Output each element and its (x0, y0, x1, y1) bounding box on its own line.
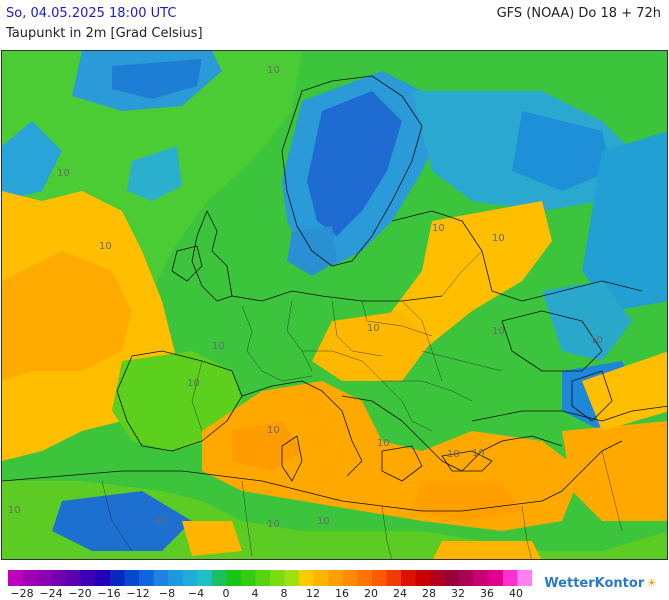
legend-swatch (299, 570, 315, 586)
contour-label: 10 (377, 438, 390, 449)
legend-swatch (270, 570, 285, 586)
legend-tick-label: −4 (187, 587, 205, 600)
legend-swatch (51, 570, 67, 586)
color-scale-legend (8, 570, 532, 586)
legend-swatch (502, 570, 518, 586)
legend-swatch (182, 570, 198, 586)
legend-swatch (124, 570, 140, 586)
legend-swatch (109, 570, 125, 586)
legend-swatch (284, 570, 300, 586)
legend-tick-label: 16 (335, 587, 349, 600)
wetterkontor-logo[interactable]: WetterKontor ☀ (544, 576, 657, 591)
legend-swatch (488, 570, 504, 586)
forecast-datetime: So, 04.05.2025 18:00 UTC (6, 6, 177, 21)
contour-label: 10 (267, 519, 280, 530)
legend-tick-label: −12 (126, 587, 150, 600)
legend-tick-label: 24 (393, 587, 407, 600)
contour-label: 10 (367, 323, 380, 334)
contour-label: 10 (432, 223, 445, 234)
contour-label: 10 (99, 241, 112, 252)
contour-label: 10 (267, 425, 280, 436)
legend-swatch (255, 570, 271, 586)
legend-swatch (37, 570, 53, 586)
legend-tick-label: 36 (480, 587, 494, 600)
contour-label: 10 (447, 449, 460, 460)
legend-swatch (444, 570, 460, 586)
legend-tick-label: −28 (10, 587, 34, 600)
legend-swatch (197, 570, 213, 586)
contour-label: 10 (57, 168, 70, 179)
contour-label: 10 (155, 516, 168, 527)
legend-swatch (342, 570, 358, 586)
contour-label: 10 (187, 378, 200, 389)
legend-swatch (66, 570, 82, 586)
legend-swatch (313, 570, 329, 586)
contour-label: 10 (317, 516, 330, 527)
contour-label: 10 (492, 326, 505, 337)
legend-swatch (168, 570, 184, 586)
legend-tick-label: 4 (251, 587, 259, 600)
legend-tick-label: −20 (68, 587, 92, 600)
legend-swatch (153, 570, 169, 586)
legend-tick-label: 40 (509, 587, 523, 600)
contour-label: 10 (492, 233, 505, 244)
legend-swatch (459, 570, 475, 586)
logo-text: WetterKontor (544, 576, 645, 591)
map-canvas: 10 10 10 10 10 10 10 10 10 10 10 10 10 10 10 10 10 10 (2, 51, 667, 559)
legend-tick-label: −24 (39, 587, 63, 600)
legend-tick-label: −16 (97, 587, 121, 600)
legend-swatch (357, 570, 373, 586)
legend-tick-label: 12 (306, 587, 320, 600)
dewpoint-map: 10 10 10 10 10 10 10 10 10 10 10 10 10 10 10 10 10 10 (1, 50, 668, 560)
contour-label: 10 (212, 341, 225, 352)
legend-swatch (240, 570, 256, 586)
legend-tick-label: 8 (280, 587, 288, 600)
model-run-label: GFS (NOAA) Do 18 + 72h (496, 6, 661, 21)
legend-swatch (430, 570, 446, 586)
contour-label: 10 (267, 65, 280, 76)
contour-label: 10 (590, 335, 603, 346)
legend-swatch (473, 570, 489, 586)
contour-label: 10 (472, 448, 485, 459)
legend-swatch (401, 570, 416, 586)
legend-swatch (211, 570, 227, 586)
legend-tick-label: 28 (422, 587, 436, 600)
legend-swatch (226, 570, 242, 586)
legend-swatch (386, 570, 402, 586)
legend-tick-label: 0 (222, 587, 230, 600)
legend-tick-label: 20 (364, 587, 378, 600)
legend-swatch (328, 570, 344, 586)
contour-label: 10 (8, 505, 21, 516)
legend-swatch (95, 570, 111, 586)
legend-swatch (139, 570, 154, 586)
sun-cloud-icon: ☀ (646, 576, 657, 590)
legend-swatch (80, 570, 96, 586)
legend-swatch (22, 570, 38, 586)
legend-tick-label: −8 (158, 587, 176, 600)
legend-tick-label: 32 (451, 587, 465, 600)
legend-swatch (517, 570, 532, 586)
legend-swatch (371, 570, 387, 586)
parameter-label: Taupunkt in 2m [Grad Celsius] (6, 26, 203, 41)
legend-swatch (415, 570, 431, 586)
legend-swatch (8, 570, 23, 586)
